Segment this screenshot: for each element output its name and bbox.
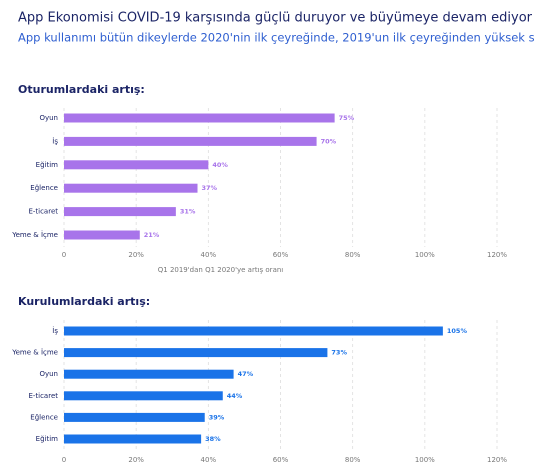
bar [64,136,317,146]
category-label: İş [52,136,58,145]
category-label: Eğitim [36,435,59,443]
x-tick-label: 80% [345,251,361,259]
bar [64,183,198,193]
category-label: Yeme & İçme [11,230,58,239]
value-label: 21% [144,231,160,239]
value-label: 40% [212,161,228,169]
bar [64,391,223,401]
page-title: App Ekonomisi COVID-19 karşısında güçlü … [18,11,533,26]
x-tick-label: 40% [201,456,217,462]
value-label: 105% [447,327,468,335]
bar [64,412,205,422]
value-label: 31% [180,208,196,216]
x-tick-label: 20% [128,251,144,259]
x-tick-label: 80% [345,456,361,462]
x-tick-label: 120% [487,456,507,462]
x-tick-label: 120% [487,251,507,259]
value-label: 73% [331,349,347,357]
value-label: 70% [321,137,337,145]
value-label: 37% [202,184,218,192]
x-tick-label: 40% [201,251,217,259]
bar [64,230,140,240]
x-axis-label: Q1 2019'dan Q1 2020'ye artış oranı [158,266,284,274]
x-tick-label: 100% [415,251,435,259]
bar [64,434,202,444]
category-label: Eğlence [30,184,58,192]
bar [64,326,443,336]
x-tick-label: 0 [62,251,66,259]
value-label: 38% [205,435,221,443]
bar [64,160,209,170]
chart-title: Kurulumlardaki artış: [18,295,150,308]
bar [64,348,328,358]
category-label: Yeme & İçme [11,348,58,357]
value-label: 39% [209,413,225,421]
category-label: Eğlence [30,413,58,421]
x-tick-label: 20% [128,456,144,462]
bar [64,113,335,123]
x-tick-label: 60% [273,456,289,462]
page-subtitle: App kullanımı bütün dikeylerde 2020'nin … [18,31,534,45]
category-label: E-ticaret [28,208,58,216]
bar [64,369,234,379]
bar [64,207,176,217]
value-label: 47% [238,370,254,378]
value-label: 75% [339,114,355,122]
category-label: Oyun [39,370,58,378]
category-label: İş [52,326,58,335]
category-label: Eğitim [36,161,59,169]
x-tick-label: 0 [62,456,66,462]
category-label: E-ticaret [28,392,58,400]
category-label: Oyun [39,114,58,122]
x-tick-label: 100% [415,456,435,462]
chart-title: Oturumlardaki artış: [18,83,145,96]
x-tick-label: 60% [273,251,289,259]
value-label: 44% [227,392,243,400]
